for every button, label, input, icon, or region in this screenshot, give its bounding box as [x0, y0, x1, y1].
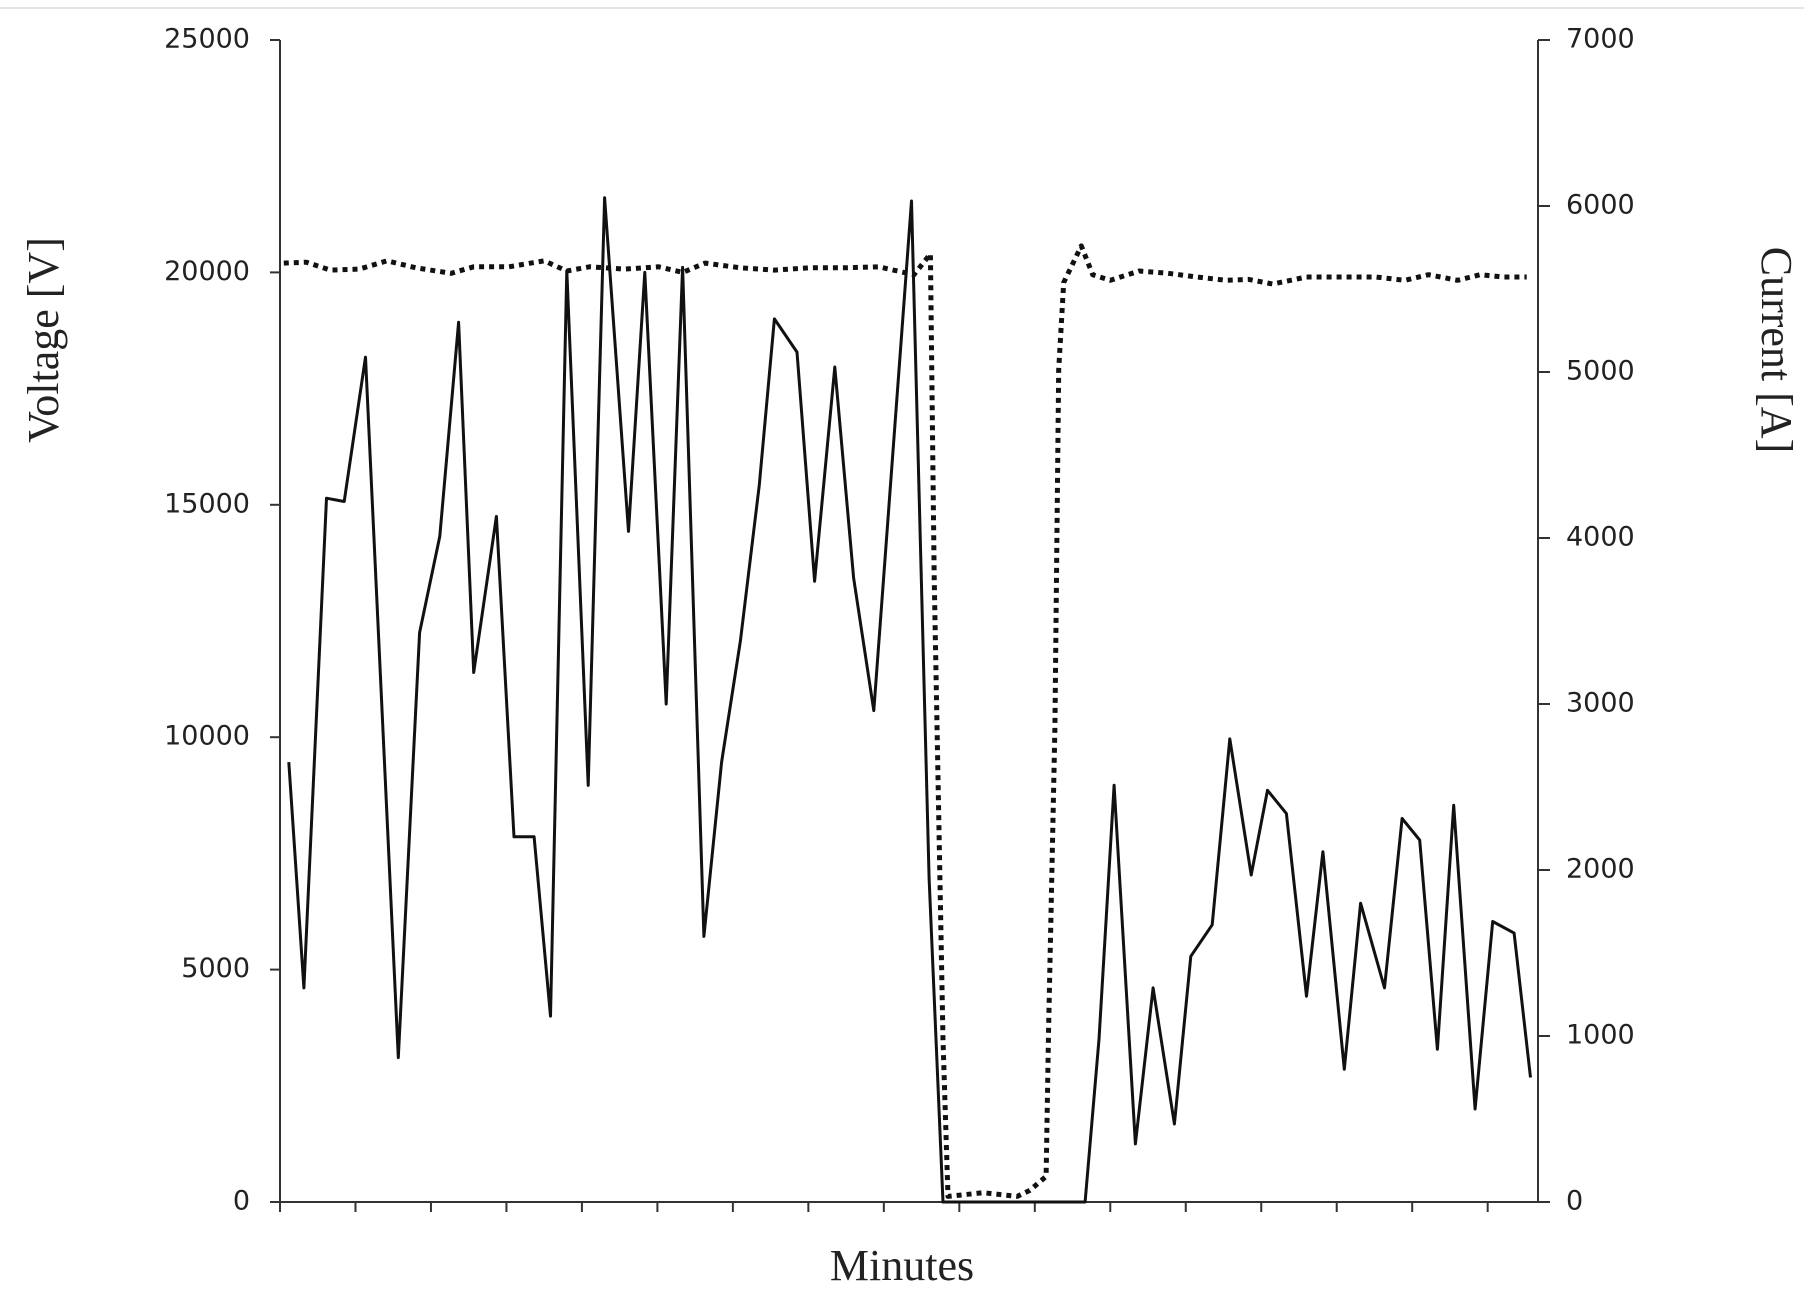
y-tick-label: 5000: [181, 953, 250, 984]
y-tick-label: 20000: [164, 256, 250, 287]
y2-tick-label: 5000: [1566, 356, 1635, 387]
x-axis-label: Minutes: [830, 1241, 974, 1290]
y-tick-label: 15000: [164, 488, 250, 519]
y-axis-label: Voltage [V]: [19, 237, 68, 443]
y2-tick-label: 7000: [1566, 24, 1635, 55]
y2-tick-label: 3000: [1566, 688, 1635, 719]
y-tick-label: 10000: [164, 721, 250, 752]
y2-tick-label: 2000: [1566, 854, 1635, 885]
y2-tick-label: 6000: [1566, 190, 1635, 221]
data-line: [283, 243, 1527, 1199]
y2-tick-label: 1000: [1566, 1020, 1635, 1051]
y-tick-label: 0: [233, 1186, 250, 1217]
data-line: [287, 196, 1532, 1204]
y2-axis-label: Current [A]: [1752, 247, 1801, 454]
y-tick-label: 25000: [164, 24, 250, 55]
y2-tick-label: 4000: [1566, 522, 1635, 553]
y2-tick-label: 0: [1566, 1186, 1583, 1217]
